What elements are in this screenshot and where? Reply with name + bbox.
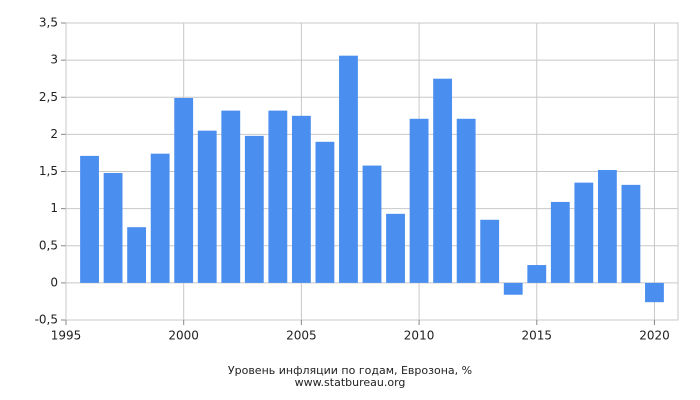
bar bbox=[291, 115, 311, 283]
bar bbox=[550, 201, 570, 283]
bar bbox=[244, 135, 264, 283]
y-tick-label: 3 bbox=[50, 53, 58, 67]
y-tick-label: 1 bbox=[50, 201, 58, 215]
bar bbox=[150, 153, 170, 283]
x-tick-label: 2005 bbox=[286, 329, 317, 343]
y-tick-label: 0 bbox=[50, 275, 58, 289]
bar bbox=[409, 118, 429, 283]
bar bbox=[339, 55, 358, 283]
x-tick-label: 2015 bbox=[521, 329, 552, 343]
bar bbox=[103, 172, 123, 283]
bar bbox=[645, 282, 664, 303]
y-tick-label: 1,5 bbox=[39, 164, 58, 178]
y-tick-label: 2,5 bbox=[39, 90, 58, 104]
y-tick-label: 2 bbox=[50, 127, 58, 141]
y-tick-label: 0,5 bbox=[39, 238, 58, 252]
bar bbox=[597, 170, 617, 283]
bar bbox=[527, 265, 547, 283]
chart-subtitle: www.statbureau.org bbox=[295, 376, 406, 389]
bar bbox=[197, 130, 217, 283]
bar bbox=[362, 165, 382, 283]
y-tick-label: 3,5 bbox=[39, 16, 58, 30]
bar bbox=[503, 282, 523, 295]
bar bbox=[433, 78, 453, 283]
bar bbox=[268, 110, 288, 283]
x-tick-label: 1995 bbox=[51, 329, 82, 343]
bar bbox=[621, 184, 641, 283]
bar bbox=[386, 213, 405, 283]
bar bbox=[480, 219, 500, 283]
bar bbox=[574, 182, 594, 283]
bar bbox=[127, 227, 147, 283]
bar bbox=[456, 118, 476, 283]
x-tick-label: 2000 bbox=[168, 329, 199, 343]
bar bbox=[80, 155, 99, 283]
bar bbox=[315, 141, 335, 283]
bar bbox=[174, 97, 194, 283]
bar bbox=[221, 110, 241, 283]
chart-title: Уровень инфляции по годам, Еврозона, % bbox=[228, 364, 472, 377]
x-tick-label: 2010 bbox=[404, 329, 435, 343]
y-tick-label: -0,5 bbox=[35, 313, 58, 327]
x-tick-label: 2020 bbox=[639, 329, 670, 343]
